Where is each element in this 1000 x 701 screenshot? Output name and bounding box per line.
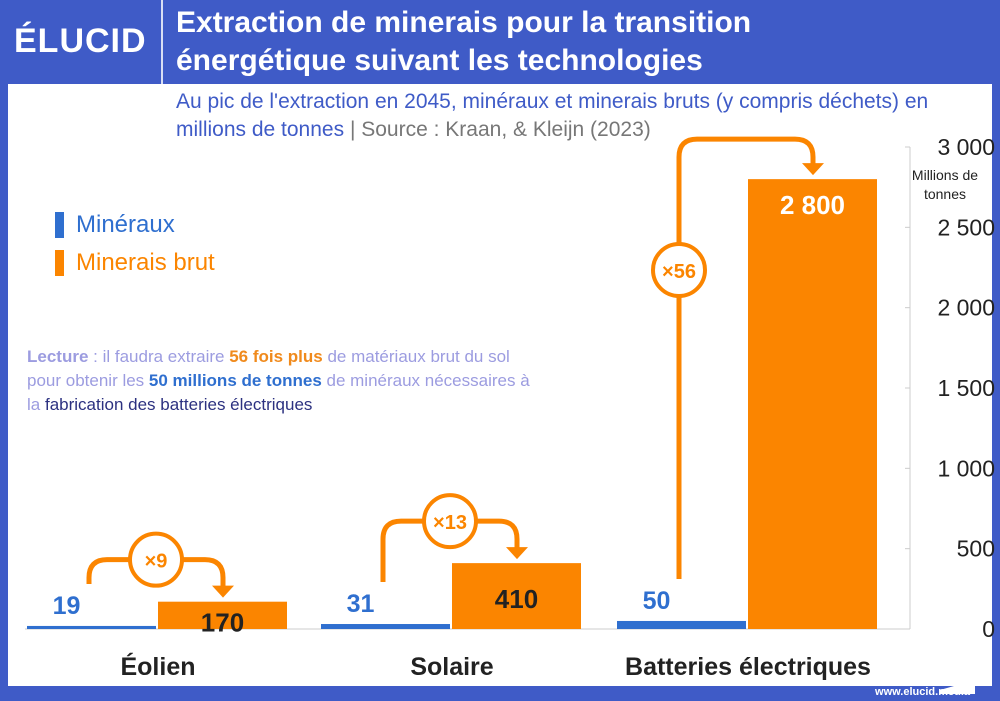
- legend-item-minerais-brut: Minerais brut: [55, 244, 215, 282]
- value-label-minerais-brut: 170: [201, 607, 244, 637]
- y-tick-label: 1 500: [937, 375, 995, 401]
- multiplier-badge: [651, 242, 707, 298]
- arrow-head-icon: [212, 585, 234, 598]
- legend-label: Minerais brut: [76, 249, 215, 276]
- header-divider: [161, 0, 163, 84]
- category-label: Solaire: [410, 653, 493, 681]
- arrow-head-icon: [802, 163, 824, 176]
- y-tick-label: 500: [957, 536, 995, 562]
- reading-note: Lecture : il faudra extraire 56 fois plu…: [27, 345, 547, 417]
- category-label: Éolien: [120, 652, 195, 681]
- value-label-minerais-brut: 2 800: [780, 190, 845, 220]
- bar-mineraux: [27, 625, 156, 629]
- multiplier-arrow: [676, 136, 816, 579]
- value-label-minerais-brut: 410: [495, 584, 538, 614]
- multiplier-badge: [422, 493, 478, 550]
- legend-item-mineraux: Minéraux: [55, 206, 215, 244]
- chart-title: Extraction de minerais pour la transitio…: [176, 4, 751, 80]
- legend: Minéraux Minerais brut: [55, 206, 215, 282]
- y-tick-label: 2 000: [937, 295, 995, 321]
- y-tick-label: 1 000: [937, 455, 995, 481]
- note-text: fabrication des batteries électriques: [44, 395, 313, 414]
- bar-minerais-brut: [452, 563, 581, 629]
- y-axis-label: Millions de tonnes: [911, 167, 979, 202]
- legend-label: Minéraux: [76, 211, 175, 238]
- multiplier-label: ×13: [433, 512, 467, 534]
- note-lead: Lecture: [27, 347, 89, 366]
- y-tick-label: 3 000: [937, 134, 995, 160]
- elucid-flag-icon: [940, 680, 975, 694]
- y-tick-label: 0: [982, 616, 995, 642]
- bar-minerais-brut: [748, 179, 877, 629]
- category-label: Batteries électriques: [625, 653, 871, 681]
- chart-subtitle: Au pic de l'extraction en 2045, minéraux…: [176, 88, 966, 144]
- value-label-mineraux: 31: [347, 590, 375, 618]
- multiplier-label: ×56: [662, 261, 696, 283]
- arrow-head-icon: [506, 547, 528, 560]
- note-highlight: 56 fois plus: [229, 347, 323, 366]
- separator: |: [349, 118, 356, 141]
- bar-minerais-brut: [158, 601, 287, 629]
- multiplier-badge: [128, 531, 184, 588]
- note-text: de minéraux nécessaires à la: [27, 371, 530, 414]
- source: Source : Kraan, & Kleijn (2023): [361, 118, 651, 141]
- y-tick-label: 2 500: [937, 214, 995, 240]
- title-line-1: Extraction de minerais pour la transitio…: [176, 6, 752, 39]
- bar-mineraux: [321, 624, 450, 629]
- subtitle-text: Au pic de l'extraction en 2045, minéraux…: [176, 90, 929, 141]
- note-text: de matériaux brut du sol pour obtenir le…: [27, 347, 510, 390]
- bar-mineraux: [617, 620, 746, 629]
- value-label-mineraux: 50: [643, 587, 671, 615]
- value-label-mineraux: 19: [53, 592, 81, 620]
- legend-swatch: [55, 212, 64, 238]
- multiplier-label: ×9: [145, 551, 168, 573]
- legend-swatch: [55, 250, 64, 276]
- title-line-2: énergétique suivant les technologies: [176, 44, 703, 77]
- note-highlight: 50 millions de tonnes: [148, 371, 322, 390]
- note-text: : il faudra extraire: [88, 347, 230, 366]
- elucid-logo: ÉLUCID: [14, 22, 147, 60]
